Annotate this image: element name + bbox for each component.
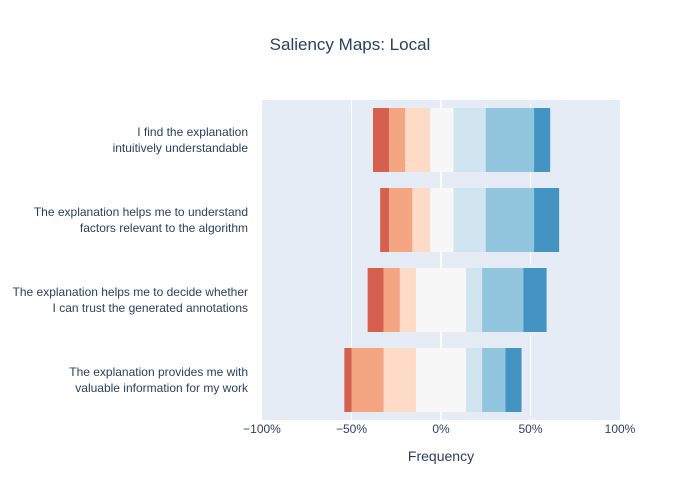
bar-segment bbox=[389, 188, 413, 252]
x-tick-label: −50% bbox=[336, 422, 367, 436]
bar-segment bbox=[482, 348, 506, 412]
bar-segment bbox=[466, 268, 483, 332]
bar-segment bbox=[389, 108, 406, 172]
x-axis-ticks: −100% −50% 0% 50% 100% bbox=[243, 422, 636, 436]
bar-segment bbox=[412, 188, 431, 252]
y-tick-label: The explanation helps me to decide wheth… bbox=[13, 285, 248, 315]
bar-segment bbox=[505, 348, 522, 412]
x-tick-label: −100% bbox=[243, 422, 281, 436]
bar-segment bbox=[372, 108, 390, 172]
bar-segment bbox=[380, 188, 390, 252]
y-tick-label: The explanation provides me with valuable… bbox=[69, 365, 249, 395]
y-tick-label-line: The explanation provides me with bbox=[69, 365, 248, 379]
y-tick-label-line: The explanation helps me to decide wheth… bbox=[13, 285, 248, 299]
bar-segment bbox=[405, 108, 431, 172]
y-tick-label-line: I find the explanation bbox=[137, 125, 248, 139]
bar-segment bbox=[383, 268, 400, 332]
x-tick-label: 100% bbox=[605, 422, 636, 436]
bar-segment bbox=[415, 348, 467, 412]
y-tick-label-line: The explanation helps me to understand bbox=[34, 205, 248, 219]
bar-segment bbox=[453, 108, 486, 172]
bar-segment bbox=[415, 268, 467, 332]
y-tick-label-line: I can trust the generated annotations bbox=[53, 301, 248, 315]
x-tick-label: 50% bbox=[518, 422, 542, 436]
bar-segment bbox=[383, 348, 416, 412]
bar-segment bbox=[430, 108, 454, 172]
y-tick-label: I find the explanation intuitively unders… bbox=[113, 125, 249, 155]
bar-segment bbox=[367, 268, 384, 332]
y-tick-label-line: factors relevant to the algorithm bbox=[80, 221, 248, 235]
y-axis-labels: I find the explanation intuitively unders… bbox=[13, 125, 249, 395]
bar-segment bbox=[351, 348, 384, 412]
bar-segment bbox=[482, 268, 524, 332]
bar-segment bbox=[485, 188, 535, 252]
bar-segment bbox=[399, 268, 416, 332]
x-axis-title: Frequency bbox=[408, 448, 474, 464]
bars bbox=[344, 108, 560, 412]
y-tick-label: The explanation helps me to understand fa… bbox=[34, 205, 248, 235]
bar-segment bbox=[534, 188, 560, 252]
bar-segment bbox=[453, 188, 486, 252]
bar-segment bbox=[523, 268, 547, 332]
bar-segment bbox=[466, 348, 483, 412]
bar-segment bbox=[485, 108, 535, 172]
bar-segment bbox=[534, 108, 551, 172]
bar-segment bbox=[430, 188, 454, 252]
bar-segment bbox=[344, 348, 352, 412]
chart-title: Saliency Maps: Local bbox=[270, 35, 431, 54]
x-tick-label: 0% bbox=[432, 422, 450, 436]
y-tick-label-line: valuable information for my work bbox=[75, 381, 249, 395]
y-tick-label-line: intuitively understandable bbox=[113, 141, 249, 155]
